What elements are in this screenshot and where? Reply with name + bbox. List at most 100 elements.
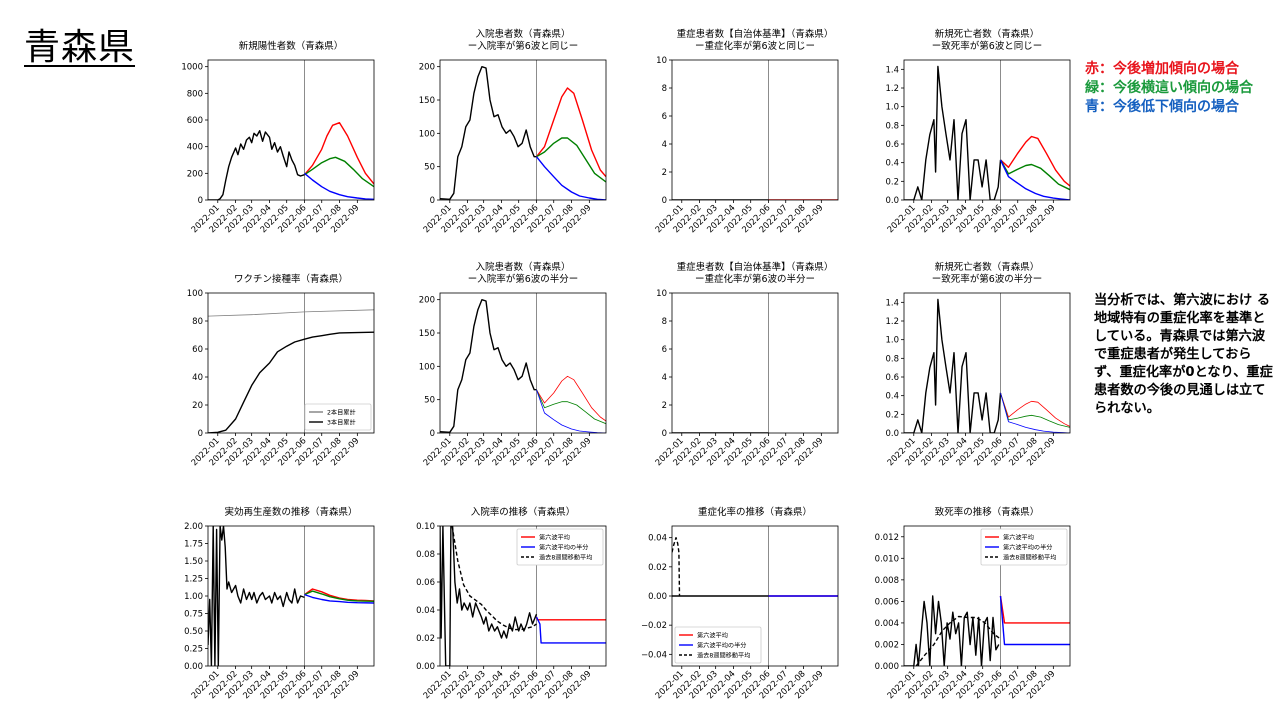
y-tick-label: 0.010 [875,554,899,564]
chart-title: 新規死亡者数（青森県） [935,28,1040,40]
y-tick-label: 200 [187,169,203,179]
y-tick-label: 0.00 [184,662,203,672]
series-line-red [1000,135,1070,187]
y-tick-label: 1.2 [885,317,899,327]
y-tick-label: 10 [656,289,667,299]
y-tick-label: 0 [662,429,667,439]
y-tick-label: 0.25 [184,645,203,655]
y-tick-label: 0 [198,429,203,439]
y-tick-label: 0.75 [184,610,203,620]
y-tick-label: −0.04 [641,650,667,660]
series-group [904,65,1070,200]
series-line-black [208,526,305,666]
plot-frame [671,59,839,201]
plot-frame [439,525,607,667]
plot-frame [671,525,839,667]
series-line-blue [999,159,1070,200]
y-tick-label: 1.2 [885,84,899,94]
y-tick-label: 8 [662,84,667,94]
legend-label: 第六波平均の半分 [539,544,589,552]
chart-legend: 2本目累計 3本目累計 [304,403,372,431]
series-group [208,309,374,433]
y-tick-label: 50 [424,396,435,406]
y-tick-label: 40 [192,373,203,383]
chart-new-cases: 新規陽性者数（青森県）020040060080010002022-012022-… [181,40,375,235]
legend-label: 過去8週間移動平均 [1003,554,1056,562]
series-line-green [304,156,374,188]
chart-subtitle: ー致死率が第6波の半分ー [932,273,1043,285]
y-tick-label: −0.02 [641,621,667,631]
series-line-red [999,595,1070,624]
y-tick-label: 0 [662,196,667,206]
series-line-black [208,331,374,433]
y-tick-label: 0 [198,196,203,206]
series-line-blue [1000,392,1070,433]
y-tick-label: 6 [662,112,667,122]
series-line-black [672,537,681,597]
y-tick-label: 0.008 [875,576,899,586]
plot-frame [439,292,607,434]
series-line-black [904,595,1000,666]
y-tick-label: 200 [419,63,435,73]
series-group [440,526,606,666]
chart-severe-same: 重症患者数【自治体基準】（青森県）ー重症化率が第6波と同じー0246810202… [654,28,839,235]
y-tick-label: 20 [192,401,203,411]
chart-subtitle: ー入院率が第6波の半分ー [468,273,579,285]
y-tick-label: 200 [419,296,435,306]
legend-red-text: 赤：今後増加傾向の場合 [1085,61,1239,77]
chart-title: 重症患者数【自治体基準】（青森県） [677,261,834,273]
y-tick-label: 1.0 [885,103,899,113]
y-tick-label: 4 [662,373,667,383]
legend-label: 過去8週間移動平均 [697,652,750,660]
series-line-black [451,526,537,631]
y-tick-label: 0.8 [885,121,899,131]
series-line-green [536,389,606,425]
series-group [904,298,1070,433]
legend-green-text: 緑：今後横這い傾向の場合 [1085,80,1253,96]
legend-box [674,626,762,664]
y-tick-label: 0.02 [416,634,435,644]
legend-label: 第六波平均の半分 [1003,544,1053,552]
series-line-green [536,137,606,183]
series-line-black [440,299,537,433]
y-tick-label: 150 [419,96,435,106]
y-tick-label: 0.00 [648,592,667,602]
legend-label: 第六波平均 [697,632,728,640]
y-tick-label: 100 [419,362,435,372]
y-tick-label: 0 [430,429,435,439]
plot-frame [903,292,1071,434]
y-tick-label: 0.004 [875,619,899,629]
chart-title: 重症患者数【自治体基準】（青森県） [677,28,834,40]
y-tick-label: 0.2 [885,177,899,187]
y-tick-label: 0.6 [885,140,899,150]
chart-severe-half: 重症患者数【自治体基準】（青森県）ー重症化率が第6波の半分ー0246810202… [654,261,839,468]
y-tick-label: 0.10 [416,522,435,532]
chart-subtitle: ー入院率が第6波と同じー [468,40,579,52]
y-tick-label: 0.6 [885,373,899,383]
chart-deaths-same: 新規死亡者数（青森県）ー致死率が第6波と同じー 0.0 0.2 0.4 0.6 0.8 1.… [885,28,1071,235]
y-tick-label: 0.0 [885,429,899,439]
y-tick-label: 0.04 [648,534,667,544]
y-tick-label: 0.000 [875,662,899,672]
y-tick-label: 0.012 [875,533,899,543]
chart-severity-rate: 重症化率の推移（青森県）−0.04−0.020.000.020.042022-0… [641,506,839,701]
y-tick-label: 1.00 [184,592,203,602]
series-line-green [304,590,374,602]
y-tick-label: 0.8 [885,354,899,364]
chart-subtitle: ー致死率が第6波と同じー [932,40,1043,52]
series-line-green [999,159,1070,191]
series-line-blue [999,595,1070,646]
y-tick-label: 100 [419,129,435,139]
analysis-note: 当分析では、第六波におけ る地域特有の重症化率を基準としている。青森県では第六波… [1094,293,1273,416]
y-tick-label: 0.4 [885,159,899,169]
legend-label: 第六波平均 [1003,534,1034,542]
series-line-blue [535,616,606,644]
chart-title: 重症化率の推移（青森県） [698,506,812,518]
y-tick-label: 0.50 [184,627,203,637]
y-tick-label: 1.25 [184,575,203,585]
y-tick-label: 0.006 [875,597,899,607]
plot-frame [207,59,375,201]
